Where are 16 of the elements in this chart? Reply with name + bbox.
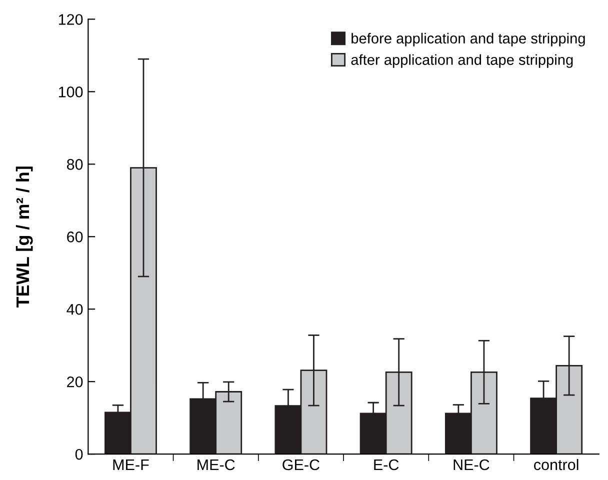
x-tick-label: NE-C xyxy=(454,459,490,470)
y-tick-label: 0 xyxy=(75,448,83,460)
x-tick-label: E-C xyxy=(374,459,399,470)
x-tick-label: control xyxy=(534,458,578,470)
x-tick-label: GE-C xyxy=(282,459,320,470)
y-tick-label: 20 xyxy=(67,376,83,388)
y-tick-label: 80 xyxy=(66,159,83,170)
y-tick-label: 40 xyxy=(66,304,83,315)
x-tick-label: ME-C xyxy=(198,459,235,470)
y-tick-label: 60 xyxy=(67,232,83,242)
legend-label: after application and tape stripping xyxy=(351,54,573,68)
y-tick-label: 100 xyxy=(58,86,83,98)
y-axis-title: TEWL [g / m² / h] xyxy=(16,166,33,308)
legend-label: before application and tape stripping xyxy=(352,32,585,46)
y-tick-label: 120 xyxy=(58,14,83,25)
x-tick-label: ME-F xyxy=(113,460,149,470)
